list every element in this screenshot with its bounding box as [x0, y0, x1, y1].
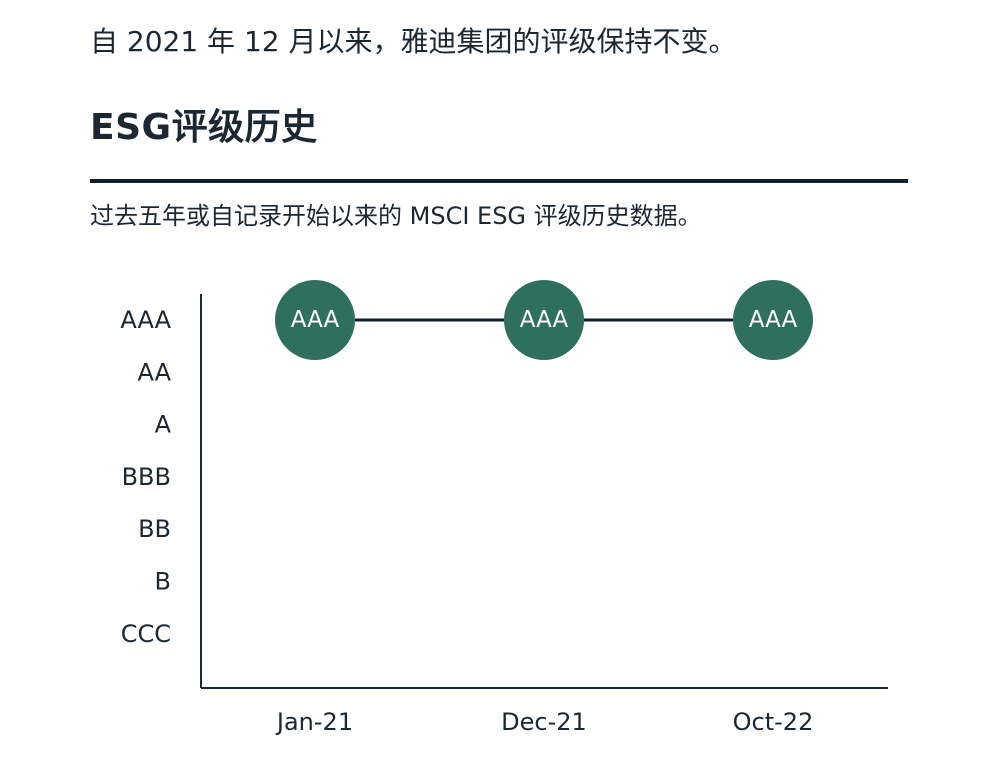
data-point	[275, 280, 355, 360]
y-tick-label: AAA	[120, 306, 171, 334]
data-point-label: AAA	[749, 307, 798, 333]
section-divider	[90, 179, 908, 183]
data-point	[733, 280, 813, 360]
y-tick-label: B	[155, 568, 171, 596]
y-tick-label: BB	[138, 515, 171, 543]
y-tick-label: BBB	[122, 463, 171, 491]
x-tick-label: Jan-21	[275, 708, 353, 736]
x-tick-label: Oct-22	[733, 708, 814, 736]
x-tick-label: Dec-21	[501, 708, 587, 736]
section-subtitle: 过去五年或自记录开始以来的 MSCI ESG 评级历史数据。	[90, 202, 702, 230]
y-tick-label: CCC	[121, 620, 171, 648]
intro-text: 自 2021 年 12 月以来，雅迪集团的评级保持不变。	[90, 25, 737, 58]
data-point	[504, 280, 584, 360]
data-point-label: AAA	[291, 307, 340, 333]
y-tick-label: AA	[137, 358, 171, 386]
y-tick-label: A	[155, 411, 172, 439]
section-title: ESG评级历史	[90, 107, 318, 148]
data-point-label: AAA	[520, 307, 569, 333]
